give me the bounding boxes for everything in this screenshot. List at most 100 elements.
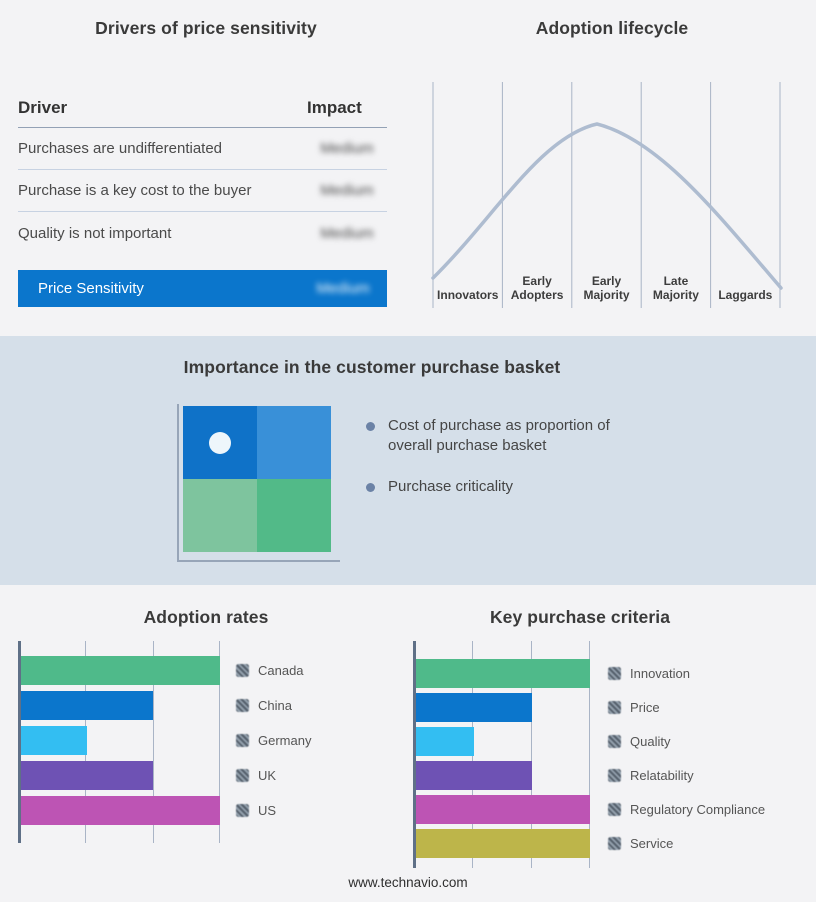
legend-swatch-icon bbox=[236, 699, 249, 712]
quadrant-y-axis bbox=[177, 404, 179, 561]
lifecycle-stage-label: Early Adopters bbox=[502, 264, 571, 304]
bullet-icon bbox=[366, 421, 375, 431]
legend-swatch-icon bbox=[608, 803, 621, 816]
bullet-text: Purchase criticality bbox=[388, 478, 514, 495]
legend-item: UK bbox=[236, 761, 311, 790]
gridline bbox=[152, 641, 154, 843]
quadrant-bottom-right bbox=[257, 479, 331, 552]
legend-label: China bbox=[258, 698, 292, 713]
stage-label-line: Early bbox=[591, 274, 622, 288]
quadrant-top-left bbox=[183, 406, 257, 479]
bullet-list-item: Purchase criticality bbox=[366, 477, 636, 497]
driver-cell: Purchase is a key cost to the buyer bbox=[18, 182, 252, 199]
legend-item: Regulatory Compliance bbox=[608, 795, 765, 824]
purchase-basket-quadrant bbox=[183, 406, 331, 552]
lifecycle-section-title: Adoption lifecycle bbox=[535, 18, 689, 38]
stage-label-line: Early bbox=[522, 274, 552, 288]
gridline bbox=[589, 641, 590, 868]
stage-label-line: Innovators bbox=[437, 287, 499, 302]
bullet-list-item: Cost of purchase as proportion of overal… bbox=[366, 416, 636, 455]
legend-item: Service bbox=[608, 829, 765, 858]
legend-item: Quality bbox=[608, 727, 765, 756]
bars-container bbox=[415, 641, 590, 868]
purchase-basket-band bbox=[0, 336, 816, 585]
legend-label: Regulatory Compliance bbox=[630, 802, 766, 817]
legend-label: US bbox=[258, 803, 277, 818]
lifecycle-stage-label: Early Majority bbox=[572, 264, 641, 304]
quadrant-bottom-left bbox=[183, 479, 257, 552]
bar-relatability bbox=[415, 761, 532, 790]
purchase-basket-title: Importance in the customer purchase bask… bbox=[183, 357, 561, 377]
driver-column-header: Driver bbox=[18, 98, 68, 117]
legend-label: Germany bbox=[258, 733, 312, 748]
website-footer: www.technavio.com bbox=[348, 875, 468, 890]
legend-item: Price bbox=[608, 693, 765, 722]
bar-quality bbox=[415, 727, 474, 756]
stage-label-line: Majority bbox=[652, 287, 699, 302]
legend-label: UK bbox=[258, 768, 277, 783]
driver-cell: Purchases are undifferentiated bbox=[18, 140, 223, 157]
impact-cell: Medium bbox=[320, 182, 374, 199]
y-axis bbox=[18, 641, 21, 843]
legend-swatch-icon bbox=[608, 735, 621, 748]
quadrant-top-right bbox=[257, 406, 331, 479]
bar-price bbox=[415, 693, 532, 722]
quadrant-marker-dot bbox=[209, 432, 231, 454]
adoption-rates-title: Adoption rates bbox=[143, 607, 269, 627]
drivers-section-title: Drivers of price sensitivity bbox=[95, 18, 317, 38]
lifecycle-gridlines bbox=[432, 82, 781, 308]
impact-cell: Medium bbox=[320, 224, 374, 242]
stage-label-line: Laggards bbox=[718, 287, 773, 302]
legend-label: Canada bbox=[258, 663, 304, 678]
bell-curve bbox=[431, 122, 783, 290]
legend-swatch-icon bbox=[236, 734, 249, 747]
bar-germany bbox=[20, 726, 87, 755]
legend-swatch-icon bbox=[608, 837, 621, 850]
legend-item: Innovation bbox=[608, 659, 765, 688]
key-purchase-criteria-plot bbox=[413, 641, 590, 868]
legend-label: Service bbox=[630, 836, 674, 851]
adoption-lifecycle-chart bbox=[431, 82, 783, 308]
adoption-rates-legend: Canada China Germany UK US bbox=[236, 641, 311, 825]
legend-label: Relatability bbox=[630, 768, 694, 783]
impact-column-header: Impact bbox=[307, 98, 362, 117]
table-row: Purchase is a key cost to the buyer Mediu… bbox=[18, 170, 387, 212]
legend-item: Canada bbox=[236, 656, 311, 685]
stage-label-line: Majority bbox=[583, 287, 630, 302]
table-row: Purchases are undifferentiated Medium bbox=[18, 128, 387, 170]
legend-swatch-icon bbox=[236, 664, 249, 677]
highlight-row-impact-value: Medium bbox=[316, 280, 370, 297]
bar-us bbox=[20, 796, 220, 825]
lifecycle-stage-label: Innovators bbox=[433, 264, 502, 304]
bars-container bbox=[20, 641, 220, 843]
bar-uk bbox=[20, 761, 154, 790]
purchase-basket-bullets: Cost of purchase as proportion of overal… bbox=[366, 416, 636, 519]
bullet-text: Cost of purchase as proportion of overal… bbox=[388, 417, 610, 454]
legend-item: Germany bbox=[236, 726, 311, 755]
legend-swatch-icon bbox=[608, 769, 621, 782]
lifecycle-stage-labels: Innovators Early Adopters Early Majority Late… bbox=[433, 264, 780, 304]
adoption-rates-plot bbox=[18, 641, 220, 843]
bullet-icon bbox=[366, 482, 375, 492]
legend-label: Quality bbox=[630, 734, 671, 749]
stage-label-line: Late bbox=[663, 274, 689, 288]
bar-service bbox=[415, 829, 590, 858]
legend-swatch-icon bbox=[236, 804, 249, 817]
bar-canada bbox=[20, 656, 220, 685]
drivers-table: Driver Impact Purchases are undifferenti… bbox=[18, 92, 387, 254]
legend-item: US bbox=[236, 796, 311, 825]
legend-item: Relatability bbox=[608, 761, 765, 790]
legend-swatch-icon bbox=[608, 701, 621, 714]
lifecycle-stage-label: Late Majority bbox=[641, 264, 710, 304]
legend-swatch-icon bbox=[608, 667, 621, 680]
driver-cell: Quality is not important bbox=[18, 224, 172, 242]
price-sensitivity-highlight-row: Price Sensitivity Medium bbox=[18, 270, 387, 307]
table-row: Quality is not important Medium bbox=[18, 212, 387, 254]
impact-cell: Medium bbox=[320, 140, 374, 157]
drivers-table-header: Driver Impact bbox=[18, 92, 387, 128]
gridline bbox=[530, 641, 532, 868]
y-axis bbox=[413, 641, 416, 868]
highlight-row-label: Price Sensitivity bbox=[38, 280, 144, 297]
legend-swatch-icon bbox=[236, 769, 249, 782]
